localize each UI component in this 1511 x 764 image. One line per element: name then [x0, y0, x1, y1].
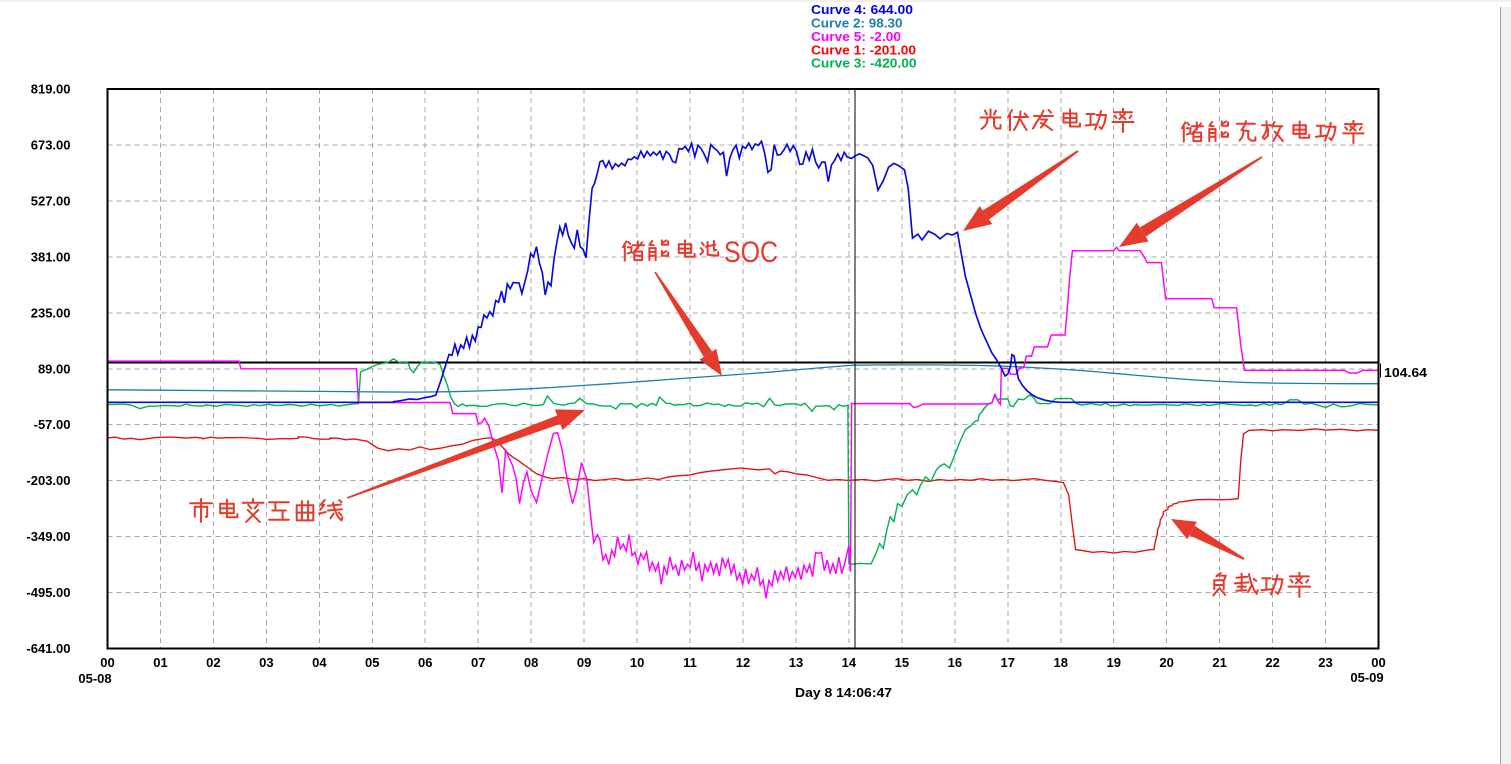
svg-text:Curve 5: -2.00: Curve 5: -2.00 — [811, 29, 901, 44]
svg-text:00: 00 — [1371, 655, 1385, 670]
svg-text:14: 14 — [842, 655, 857, 670]
svg-text:22: 22 — [1265, 655, 1279, 670]
svg-text:-203.00: -203.00 — [26, 473, 70, 488]
svg-text:Curve 1: -201.00: Curve 1: -201.00 — [811, 42, 916, 57]
svg-text:07: 07 — [471, 655, 485, 670]
svg-text:89.00: 89.00 — [38, 361, 71, 376]
svg-text:-495.00: -495.00 — [26, 585, 70, 600]
svg-text:19: 19 — [1106, 655, 1120, 670]
svg-text:Curve 3: -420.00: Curve 3: -420.00 — [811, 56, 917, 71]
svg-text:05: 05 — [365, 655, 379, 670]
svg-text:17: 17 — [1001, 655, 1015, 670]
svg-text:16: 16 — [948, 655, 962, 670]
svg-text:15: 15 — [895, 655, 909, 670]
svg-text:381.00: 381.00 — [31, 249, 71, 264]
svg-text:05-09: 05-09 — [1350, 670, 1383, 685]
svg-text:06: 06 — [418, 655, 432, 670]
svg-text:Curve 4: 644.00: Curve 4: 644.00 — [811, 2, 913, 17]
svg-text:12: 12 — [736, 655, 750, 670]
svg-text:819.00: 819.00 — [31, 82, 71, 97]
svg-text:00: 00 — [100, 655, 114, 670]
svg-text:Day 8 14:06:47: Day 8 14:06:47 — [795, 685, 892, 700]
svg-text:-57.00: -57.00 — [34, 417, 71, 432]
svg-text:20: 20 — [1159, 655, 1173, 670]
svg-text:04: 04 — [312, 655, 327, 670]
svg-text:08: 08 — [524, 655, 538, 670]
svg-text:13: 13 — [789, 655, 803, 670]
svg-text:673.00: 673.00 — [31, 137, 71, 152]
svg-text:527.00: 527.00 — [31, 193, 71, 208]
svg-text:11: 11 — [683, 655, 697, 670]
svg-text:-349.00: -349.00 — [26, 529, 70, 544]
svg-text:10: 10 — [630, 655, 644, 670]
svg-text:03: 03 — [259, 655, 273, 670]
svg-text:09: 09 — [577, 655, 591, 670]
svg-text:235.00: 235.00 — [31, 305, 71, 320]
svg-text:Curve 2: 98.30: Curve 2: 98.30 — [811, 16, 903, 31]
svg-text:104.64: 104.64 — [1384, 365, 1428, 380]
svg-text:05-08: 05-08 — [78, 671, 111, 686]
svg-text:01: 01 — [153, 655, 167, 670]
svg-text:SOC: SOC — [724, 236, 778, 269]
svg-text:02: 02 — [206, 655, 220, 670]
svg-text:-641.00: -641.00 — [26, 641, 70, 656]
svg-text:21: 21 — [1212, 655, 1226, 670]
svg-text:18: 18 — [1054, 655, 1068, 670]
svg-text:23: 23 — [1318, 655, 1332, 670]
